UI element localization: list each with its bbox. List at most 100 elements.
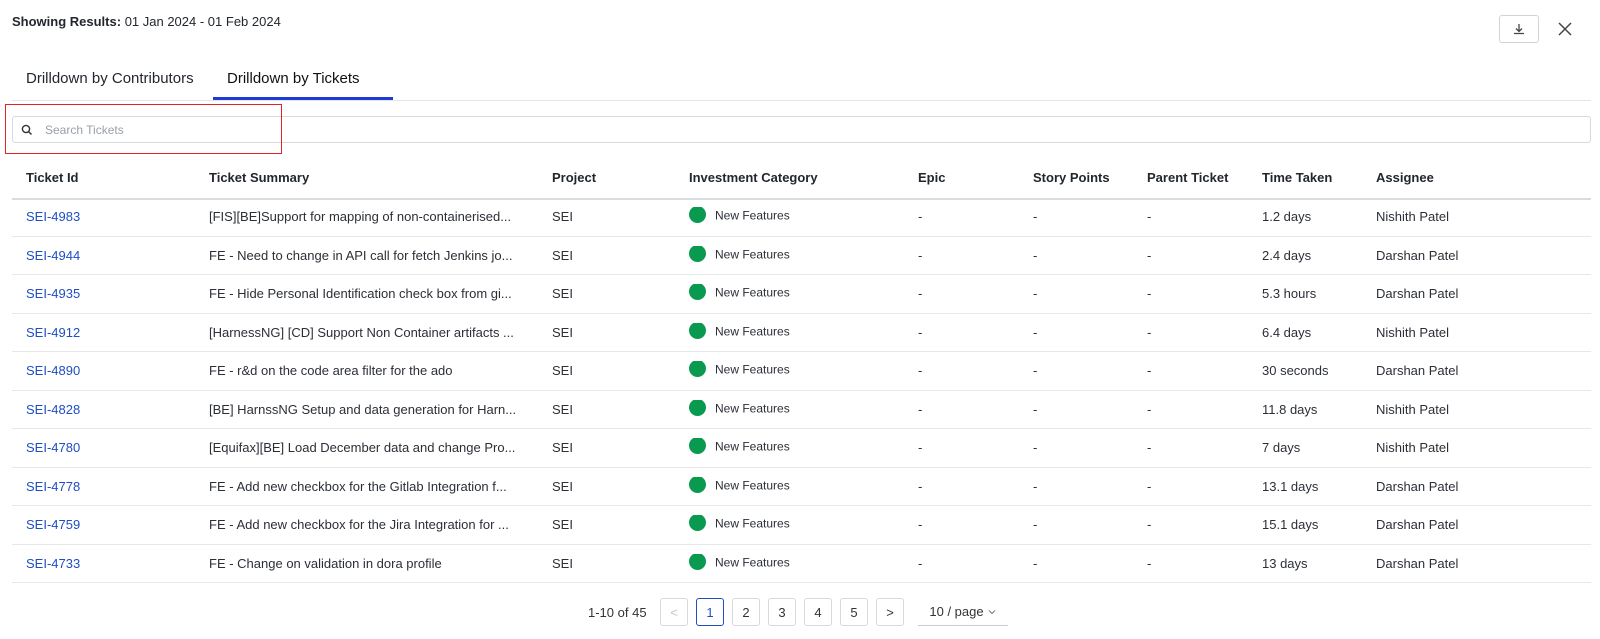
next-page-button[interactable]: > bbox=[876, 598, 904, 626]
time-taken-cell: 13.1 days bbox=[1262, 478, 1319, 494]
investment-category: New Features bbox=[689, 361, 790, 378]
download-icon bbox=[1514, 24, 1524, 35]
table-row[interactable]: SEI-4733 FE - Change on validation in dor… bbox=[12, 545, 1591, 583]
search-icon bbox=[21, 123, 35, 137]
epic-cell: - bbox=[918, 363, 923, 378]
category-dot bbox=[689, 553, 706, 570]
col-project[interactable]: Project bbox=[552, 170, 597, 185]
project-cell: SEI bbox=[552, 478, 573, 494]
pagination: 1-10 of 45 < 1 2 3 4 5 > 10 / page bbox=[0, 598, 1600, 628]
project-cell: SEI bbox=[552, 209, 573, 224]
time-taken-cell: 2.4 days bbox=[1262, 247, 1312, 263]
category-dot bbox=[689, 361, 706, 378]
close-button[interactable] bbox=[1554, 18, 1576, 40]
time-taken-cell: 1.2 days bbox=[1262, 209, 1312, 224]
search-bar bbox=[12, 116, 1591, 143]
story-points-cell: - bbox=[1033, 286, 1038, 301]
category-dot bbox=[689, 284, 706, 301]
ticket-id-link[interactable]: SEI-4935 bbox=[26, 286, 81, 301]
table-row[interactable]: SEI-4944 FE - Need to change in API call … bbox=[12, 237, 1591, 275]
col-parent-ticket[interactable]: Parent Ticket bbox=[1147, 170, 1229, 185]
ticket-id-link[interactable]: SEI-4912 bbox=[26, 324, 81, 340]
ticket-id-link[interactable]: SEI-4890 bbox=[26, 363, 81, 378]
col-ticket-summary[interactable]: Ticket Summary bbox=[209, 170, 310, 185]
col-story-points[interactable]: Story Points bbox=[1033, 170, 1110, 185]
page-button-5[interactable]: 5 bbox=[840, 598, 868, 626]
investment-category: New Features bbox=[689, 207, 790, 224]
page-button-1[interactable]: 1 bbox=[696, 598, 724, 626]
page-button-2[interactable]: 2 bbox=[732, 598, 760, 626]
download-button[interactable] bbox=[1499, 15, 1539, 43]
col-time-taken[interactable]: Time Taken bbox=[1262, 170, 1333, 185]
assignee-cell: Darshan Patel bbox=[1376, 363, 1459, 378]
col-epic[interactable]: Epic bbox=[918, 170, 946, 185]
project-cell: SEI bbox=[552, 286, 573, 301]
table-row[interactable]: SEI-4759 FE - Add new checkbox for the Ji… bbox=[12, 506, 1591, 545]
parent-ticket-cell: - bbox=[1147, 401, 1152, 417]
category-label: New Features bbox=[715, 516, 790, 531]
category-label: New Features bbox=[715, 478, 790, 493]
results-header: Showing Results: 01 Jan 2024 - 01 Feb 20… bbox=[12, 14, 281, 29]
ticket-id-link[interactable]: SEI-4944 bbox=[26, 247, 81, 263]
ticket-summary: [HarnessNG] [CD] Support Non Container a… bbox=[209, 324, 514, 340]
ticket-summary: [FIS][BE]Support for mapping of non-cont… bbox=[209, 209, 512, 224]
category-label: New Features bbox=[715, 324, 790, 339]
ticket-summary: FE - Hide Personal Identification check … bbox=[209, 286, 512, 301]
investment-category: New Features bbox=[689, 322, 790, 340]
time-taken-cell: 5.3 hours bbox=[1262, 286, 1317, 301]
story-points-cell: - bbox=[1033, 247, 1038, 263]
table-body: SEI-4983 [FIS][BE]Support for mapping of … bbox=[12, 198, 1591, 583]
ticket-id-link[interactable]: SEI-4759 bbox=[26, 517, 81, 532]
tab-tickets[interactable]: Drilldown by Tickets bbox=[227, 70, 360, 87]
time-taken-cell: 13 days bbox=[1262, 555, 1308, 571]
parent-ticket-cell: - bbox=[1147, 363, 1152, 378]
prev-page-button[interactable]: < bbox=[660, 598, 688, 626]
assignee-cell: Nishith Patel bbox=[1376, 324, 1449, 340]
ticket-id-link[interactable]: SEI-4983 bbox=[26, 209, 81, 224]
page-button-3[interactable]: 3 bbox=[768, 598, 796, 626]
epic-cell: - bbox=[918, 209, 923, 224]
ticket-id-link[interactable]: SEI-4780 bbox=[26, 440, 81, 455]
ticket-id-link[interactable]: SEI-4778 bbox=[26, 478, 81, 494]
table-row[interactable]: SEI-4780 [Equifax][BE] Load December data… bbox=[12, 429, 1591, 468]
page-button-4[interactable]: 4 bbox=[804, 598, 832, 626]
epic-cell: - bbox=[918, 324, 923, 340]
col-investment-category[interactable]: Investment Category bbox=[689, 170, 818, 185]
category-dot bbox=[689, 245, 706, 262]
table-row[interactable]: SEI-4935 FE - Hide Personal Identificatio… bbox=[12, 275, 1591, 314]
investment-category: New Features bbox=[689, 284, 790, 301]
table-header: Ticket Id Ticket Summary Project Investm… bbox=[12, 162, 1591, 200]
investment-category: New Features bbox=[689, 438, 790, 455]
col-assignee[interactable]: Assignee bbox=[1376, 170, 1434, 185]
assignee-cell: Darshan Patel bbox=[1376, 478, 1459, 494]
ticket-summary: FE - Add new checkbox for the Jira Integ… bbox=[209, 517, 509, 532]
time-taken-cell: 6.4 days bbox=[1262, 324, 1312, 340]
parent-ticket-cell: - bbox=[1147, 247, 1152, 263]
story-points-cell: - bbox=[1033, 401, 1038, 417]
search-input[interactable] bbox=[43, 121, 447, 138]
table-row[interactable]: SEI-4912 [HarnessNG] [CD] Support Non Con… bbox=[12, 314, 1591, 352]
project-cell: SEI bbox=[552, 324, 573, 340]
parent-ticket-cell: - bbox=[1147, 440, 1152, 455]
epic-cell: - bbox=[918, 478, 923, 494]
parent-ticket-cell: - bbox=[1147, 324, 1152, 340]
table-row[interactable]: SEI-4828 [BE] HarnssNG Setup and data gen… bbox=[12, 391, 1591, 429]
table-row[interactable]: SEI-4778 FE - Add new checkbox for the Gi… bbox=[12, 468, 1591, 506]
page-size-select[interactable]: 10 / page bbox=[918, 598, 1008, 626]
project-cell: SEI bbox=[552, 401, 573, 417]
investment-category: New Features bbox=[689, 553, 790, 571]
col-ticket-id[interactable]: Ticket Id bbox=[26, 170, 79, 185]
category-label: New Features bbox=[715, 555, 790, 570]
ticket-id-link[interactable]: SEI-4828 bbox=[26, 401, 81, 417]
story-points-cell: - bbox=[1033, 209, 1038, 224]
tab-contributors[interactable]: Drilldown by Contributors bbox=[26, 70, 194, 87]
category-label: New Features bbox=[715, 247, 790, 262]
category-dot bbox=[689, 515, 706, 532]
results-label: Showing Results: bbox=[12, 14, 122, 29]
ticket-id-link[interactable]: SEI-4733 bbox=[26, 555, 81, 571]
ticket-summary: FE - r&d on the code area filter for the… bbox=[209, 363, 453, 378]
drilldown-tabs: Drilldown by Contributors Drilldown by T… bbox=[12, 60, 1591, 101]
table-row[interactable]: SEI-4983 [FIS][BE]Support for mapping of … bbox=[12, 198, 1591, 237]
table-row[interactable]: SEI-4890 FE - r&d on the code area filter… bbox=[12, 352, 1591, 391]
time-taken-cell: 30 seconds bbox=[1262, 363, 1329, 378]
